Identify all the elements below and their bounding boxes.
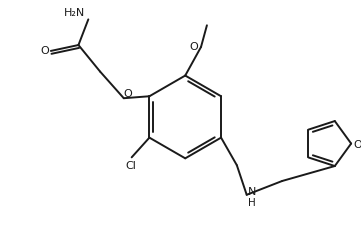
Text: N: N (247, 186, 256, 196)
Text: Cl: Cl (125, 160, 136, 170)
Text: H: H (248, 197, 256, 207)
Text: O: O (190, 42, 199, 52)
Text: O: O (123, 89, 132, 99)
Text: O: O (354, 139, 361, 149)
Text: H₂N: H₂N (64, 7, 85, 17)
Text: O: O (40, 46, 49, 56)
